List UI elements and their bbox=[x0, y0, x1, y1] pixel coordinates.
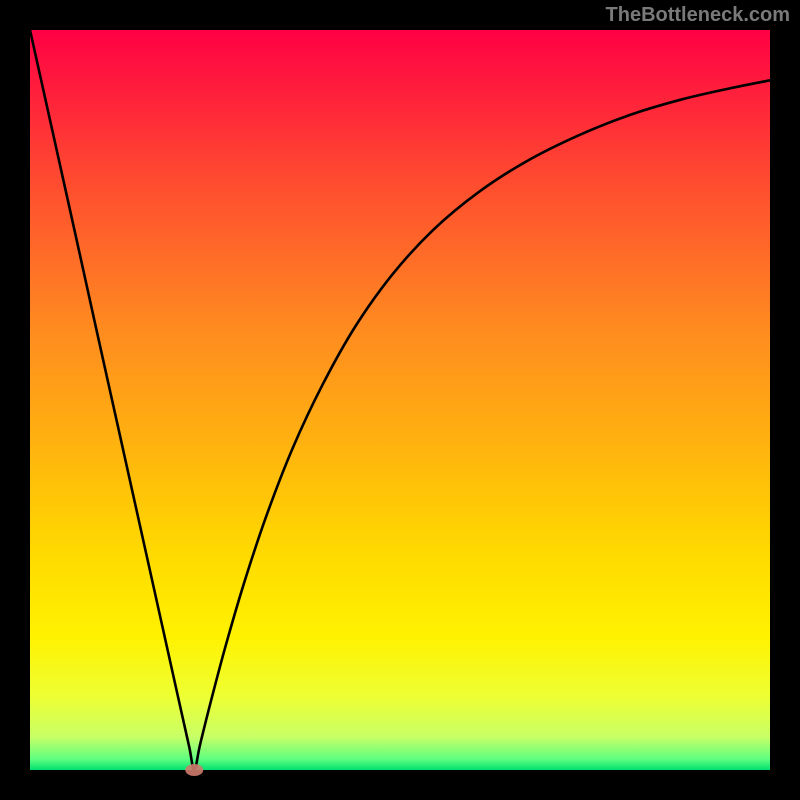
watermark-text: TheBottleneck.com bbox=[606, 4, 790, 27]
plot-background bbox=[30, 30, 770, 770]
minimum-marker bbox=[185, 764, 203, 776]
bottleneck-chart: TheBottleneck.com bbox=[0, 0, 800, 800]
chart-svg bbox=[0, 0, 800, 800]
